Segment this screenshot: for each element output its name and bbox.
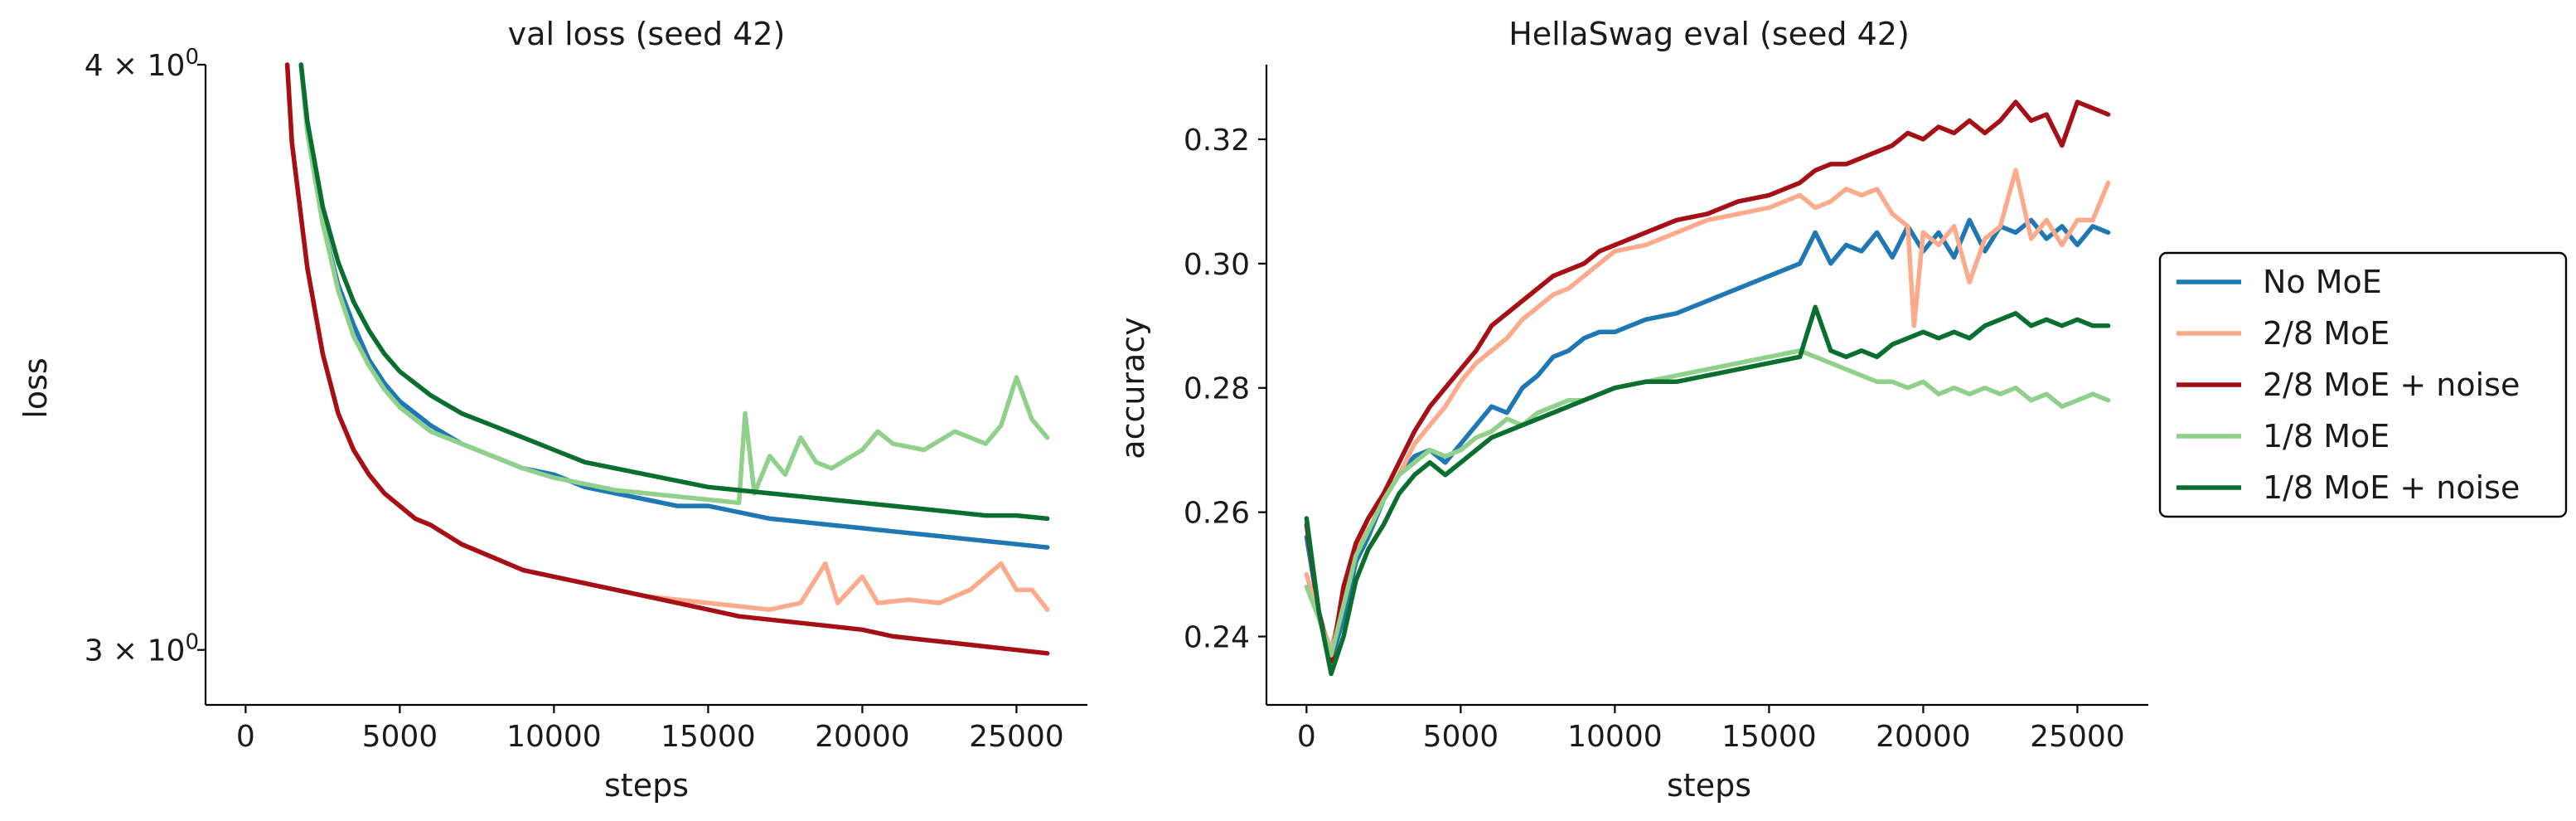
val-loss-x-tick-label: 15000: [661, 720, 756, 754]
legend-entries: No MoE 2/8 MoE 2/8 MoE + noise 1/8 MoE 1/8 M…: [2177, 264, 2520, 506]
hellaswag-series-2-8-moe: [1304, 168, 2111, 652]
val-loss-chart: val loss (seed 42) loss steps 0 5000 10000…: [17, 16, 1087, 804]
val-loss-title: val loss (seed 42): [508, 16, 786, 52]
legend-label: No MoE: [2263, 264, 2382, 300]
legend-frame: [2158, 251, 2568, 518]
val-loss-x-tick-label: 10000: [506, 720, 602, 754]
hellaswag-series-1-8-moe: [1304, 348, 2111, 658]
val-loss-y-tick-label: 4 × 100: [85, 45, 199, 83]
hellaswag-series-group: [1304, 100, 2111, 677]
hellaswag-axes: [1265, 65, 2148, 707]
hellaswag-x-tick-label: 15000: [1721, 720, 1817, 754]
legend-entry: 1/8 MoE + noise: [2177, 469, 2520, 506]
hellaswag-ylabel: accuracy: [1115, 317, 1151, 459]
hellaswag-y-tick-label: 0.32: [1184, 124, 1250, 158]
val-loss-series-2-8-moe: [284, 62, 1050, 612]
legend-entry: 2/8 MoE + noise: [2177, 367, 2520, 403]
hellaswag-x-tick-label: 10000: [1567, 720, 1663, 754]
hellaswag-chart: HellaSwag eval (seed 42) accuracy steps …: [1115, 16, 2148, 804]
hellaswag-x-tick-label: 5000: [1423, 720, 1499, 754]
hellaswag-series-2-8-moe-noise: [1304, 100, 2111, 664]
val-loss-series-1-8-moe: [298, 62, 1050, 506]
val-loss-x-tick-label: 5000: [362, 720, 438, 754]
legend-label: 2/8 MoE + noise: [2263, 367, 2520, 403]
val-loss-series-1-8-moe-noise: [298, 62, 1050, 522]
val-loss-series-no-moe: [298, 62, 1050, 550]
hellaswag-y-tick-label: 0.28: [1184, 372, 1250, 406]
legend-label: 1/8 MoE + noise: [2263, 469, 2520, 506]
hellaswag-y-tick-label: 0.30: [1184, 248, 1250, 282]
hellaswag-title: HellaSwag eval (seed 42): [1508, 16, 1910, 52]
legend-entry: No MoE: [2177, 264, 2382, 300]
val-loss-ylabel: loss: [17, 357, 54, 418]
val-loss-x-tick-label: 0: [236, 720, 255, 754]
val-loss-xlabel: steps: [604, 767, 689, 804]
val-loss-series-2-8-moe-noise: [284, 62, 1050, 656]
hellaswag-series-no-moe: [1304, 217, 2111, 664]
val-loss-series-group: [284, 62, 1050, 656]
legend: No MoE 2/8 MoE 2/8 MoE + noise 1/8 MoE 1/8 M…: [2158, 251, 2568, 518]
val-loss-y-tick-label: 3 × 100: [85, 630, 199, 668]
val-loss-ticks: 0 5000 10000 15000 20000 25000 3 × 100 4 × 100: [85, 45, 1064, 754]
val-loss-x-tick-label: 25000: [969, 720, 1064, 754]
legend-label: 2/8 MoE: [2263, 315, 2390, 352]
hellaswag-y-tick-label: 0.26: [1184, 497, 1250, 531]
legend-entry: 2/8 MoE: [2177, 315, 2390, 352]
legend-label: 1/8 MoE: [2263, 418, 2390, 454]
hellaswag-y-tick-label: 0.24: [1184, 621, 1250, 655]
legend-entry: 1/8 MoE: [2177, 418, 2390, 454]
hellaswag-series-1-8-moe-noise: [1304, 304, 2111, 677]
hellaswag-x-tick-label: 0: [1297, 720, 1316, 754]
hellaswag-ticks: 0 5000 10000 15000 20000 25000 0.24 0.26 0.28 0.3…: [1184, 124, 2125, 754]
hellaswag-x-tick-label: 25000: [2030, 720, 2125, 754]
val-loss-x-tick-label: 20000: [815, 720, 910, 754]
val-loss-axes: [204, 65, 1087, 707]
hellaswag-x-tick-label: 20000: [1876, 720, 1971, 754]
hellaswag-xlabel: steps: [1667, 767, 1751, 804]
